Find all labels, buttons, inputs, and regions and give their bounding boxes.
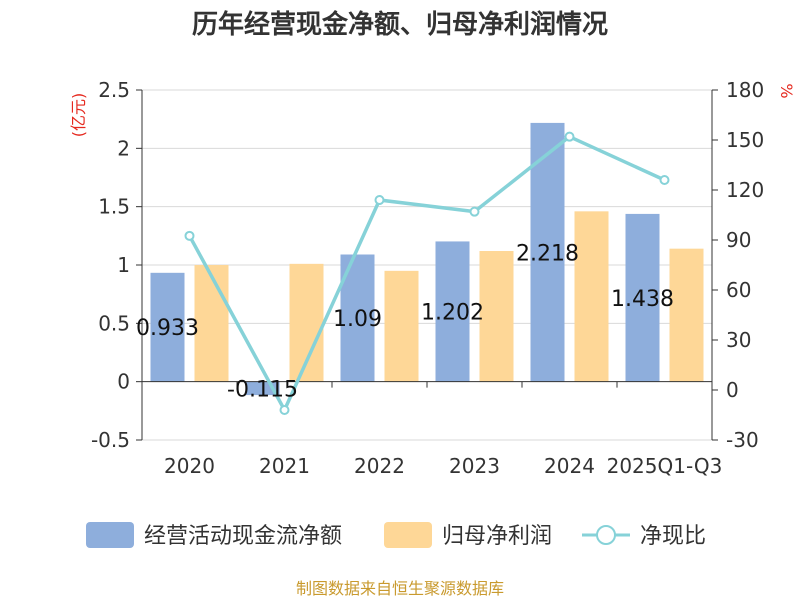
left-tick-label: 0.5 [98,311,130,335]
legend-marker-ratio [596,525,616,545]
ratio-point [184,230,195,241]
category-label: 2025Q1-Q3 [607,454,723,478]
cash-flow-data-label: 1.438 [611,287,674,312]
right-axis-unit: % [777,83,796,98]
cash-flow-data-label: 0.933 [136,316,199,341]
ratio-line [187,134,666,412]
bar-cash-flow [625,213,660,382]
bar-cash-flow [150,272,185,382]
left-tick-label: 2.5 [98,78,130,102]
bar-net-profit [479,251,514,382]
legend: 经营活动现金流净额 归母净利润 净现比 [86,522,706,549]
plot-area: -0.5 0 0.5 1 1.5 2 2.5 -30 0 30 60 90 120 150 180 (亿元)%… [69,78,796,478]
bar-net-profit [194,265,229,382]
ratio-point [659,175,670,185]
ratio-point [469,206,480,217]
legend-swatch-cash-flow [86,522,134,548]
right-tick-label: 60 [726,278,751,302]
category-label: 2023 [449,454,500,478]
category-label: 2020 [164,454,215,478]
left-tick-label: 1.5 [98,195,130,219]
ratio-point [279,405,290,415]
source-note: 制图数据来自恒生聚源数据库 [296,579,504,598]
bar-cash-flow [530,122,565,382]
right-tick-label: 180 [726,78,764,102]
ratio-point [564,131,575,142]
right-tick-label: 90 [726,228,751,252]
cash-flow-data-label: 1.09 [333,307,382,332]
legend-label-cash-flow: 经营活动现金流净额 [144,524,342,549]
cash-flow-data-label: -0.115 [227,377,298,402]
legend-label-net-profit: 归母净利润 [442,524,552,549]
left-axis-unit: (亿元) [69,93,88,138]
chart-title: 历年经营现金净额、归母净利润情况 [192,9,608,40]
left-tick-label: 1 [117,253,130,277]
right-tick-label: -30 [726,428,759,452]
bar-net-profit [574,211,609,382]
bar-net-profit [669,248,704,382]
left-tick-label: 0 [117,370,130,394]
left-tick-label: -0.5 [91,428,130,452]
cash-flow-data-label: 2.218 [516,241,579,266]
right-tick-label: 150 [726,128,764,152]
category-label: 2022 [354,454,405,478]
bar-cash-flow [435,241,470,382]
right-tick-label: 0 [726,378,739,402]
bar-net-profit [384,270,419,382]
ratio-point [374,195,385,205]
legend-swatch-net-profit [384,522,432,548]
left-tick-label: 2 [117,136,130,160]
category-label: 2021 [259,454,310,478]
legend-label-ratio: 净现比 [640,524,706,549]
cash-flow-data-label: 1.202 [421,301,484,326]
right-tick-label: 30 [726,328,751,352]
category-label: 2024 [544,454,595,478]
right-tick-label: 120 [726,178,764,202]
